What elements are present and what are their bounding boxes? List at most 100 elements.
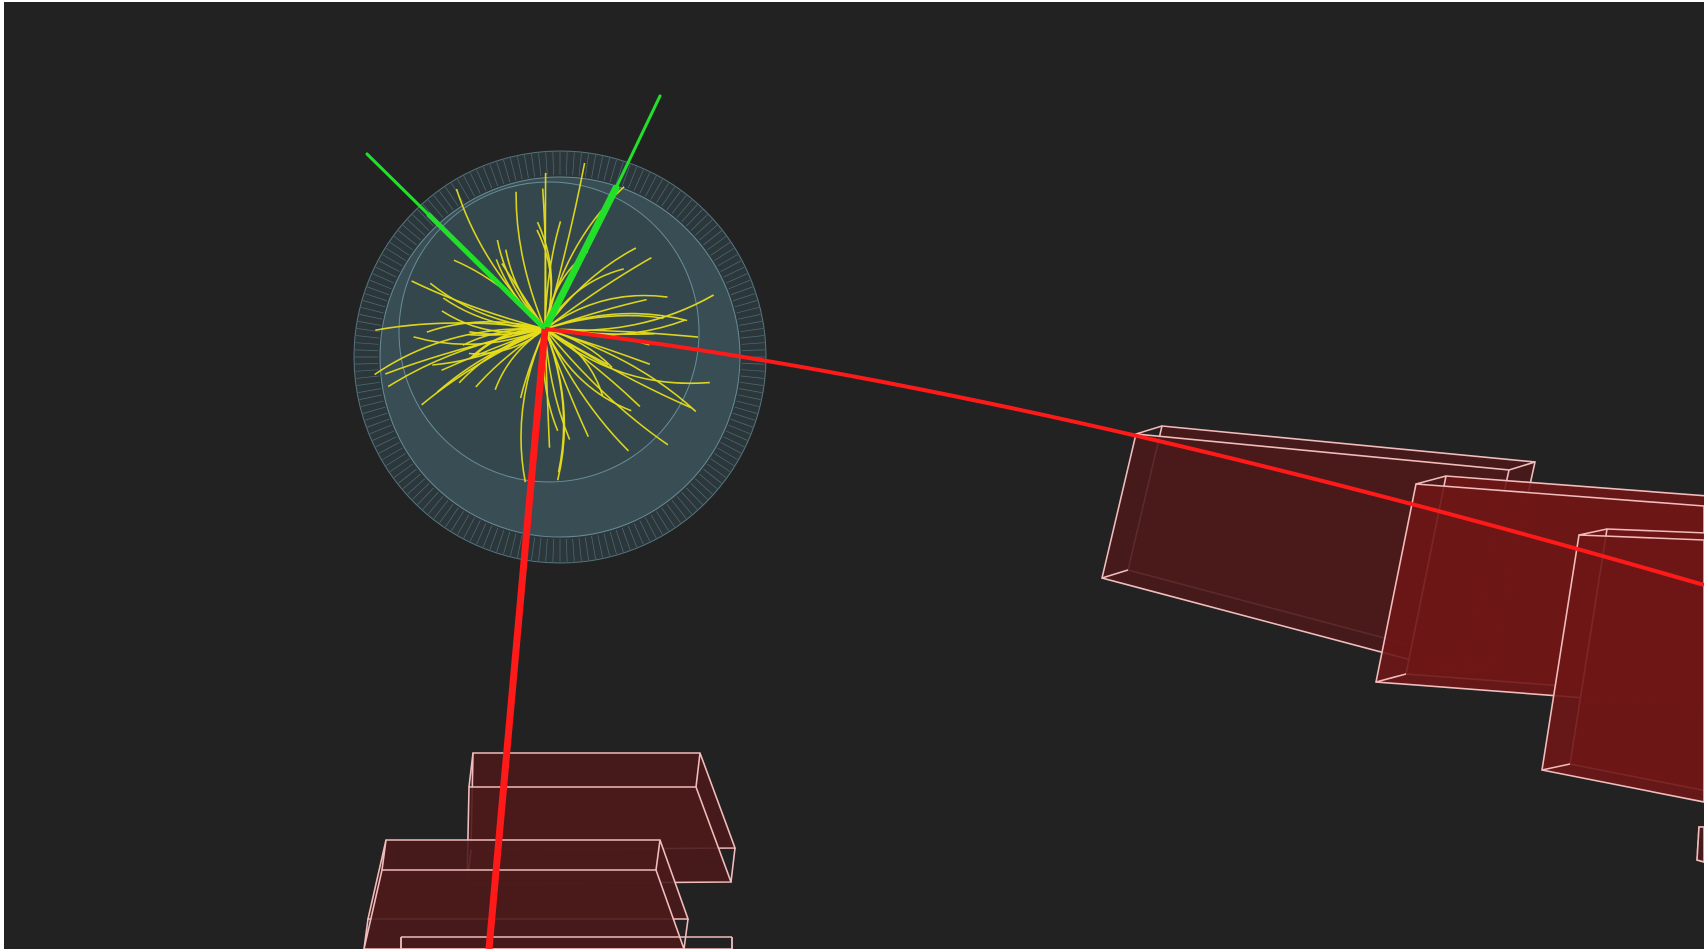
barrel-cell: [362, 406, 386, 414]
barrel-cell: [603, 533, 610, 556]
barrel-cell: [707, 463, 727, 478]
barrel-cell: [385, 453, 406, 466]
barrel-cell: [398, 230, 417, 246]
muon-chambers: [363, 425, 1704, 949]
barrel-cell: [402, 473, 421, 490]
barrel-cell: [359, 394, 383, 400]
barrel-cell: [633, 523, 644, 545]
barrel-cell: [656, 182, 669, 203]
electron-track-2: [541, 94, 662, 333]
barrel-cell: [726, 273, 748, 284]
charged-track: [411, 280, 546, 330]
charged-track: [544, 328, 630, 452]
barrel-cell: [720, 260, 742, 272]
charged-track: [544, 312, 688, 330]
barrel-cell: [681, 492, 698, 510]
barrel-cell: [639, 172, 651, 194]
barrel-cell: [666, 190, 681, 210]
barrel-cell: [362, 300, 386, 308]
charged-track: [544, 328, 651, 366]
charged-track: [544, 172, 547, 330]
barrel-cell: [741, 342, 765, 345]
barrel-cell: [726, 430, 748, 441]
barrel-cell: [717, 254, 738, 267]
barrel-cell: [356, 375, 380, 379]
barrel-cell: [356, 381, 380, 386]
barrel-cell: [717, 447, 738, 460]
barrel-cell: [407, 219, 425, 236]
barrel-cell: [433, 500, 449, 519]
barrel-cell: [417, 487, 434, 505]
barrel-cell: [412, 214, 430, 231]
barrel-cell: [356, 335, 380, 339]
barrel-cell: [389, 458, 410, 472]
barrel-cell: [741, 363, 765, 365]
charged-track: [544, 162, 586, 330]
barrel-cell: [566, 152, 568, 176]
barrel-cell: [510, 158, 517, 181]
barrel-cell: [355, 349, 379, 351]
barrel-cell: [538, 537, 542, 561]
barrel-cell: [645, 175, 657, 197]
barrel-cell: [714, 453, 735, 466]
charged-track: [544, 294, 668, 330]
barrel-cell: [671, 500, 687, 519]
barrel-cell: [369, 424, 392, 435]
barrel-cell: [372, 273, 394, 284]
barrel-cell: [482, 166, 493, 189]
barrel-cell: [681, 204, 698, 222]
charged-track: [544, 257, 652, 330]
barrel-cell: [621, 164, 631, 187]
barrel-cell: [710, 458, 731, 472]
barrel-cell: [584, 537, 589, 561]
charged-track: [544, 328, 641, 408]
barrel-cell: [382, 254, 403, 267]
barrel-cell: [445, 507, 459, 528]
barrel-cell: [671, 195, 687, 214]
barrel-cell: [489, 164, 499, 187]
barrel-cell: [656, 511, 669, 532]
barrel-cell: [476, 523, 487, 545]
barrel-cell: [699, 224, 718, 241]
barrel-cell: [740, 381, 764, 386]
barrel-cell: [728, 424, 751, 435]
barrel-cell: [364, 293, 388, 302]
barrel-cell: [538, 153, 542, 177]
event-display-viewport[interactable]: [4, 2, 1704, 949]
barrel-cell: [734, 406, 758, 414]
barrel-cell: [393, 236, 413, 251]
barrel-cell: [627, 525, 638, 548]
barrel-cell: [496, 161, 505, 185]
barrel-cell: [676, 199, 693, 218]
barrel-cell: [489, 527, 499, 550]
barrel-cell: [367, 286, 390, 296]
barrel-cell: [730, 286, 753, 296]
barrel-cell: [355, 342, 379, 345]
barrel-cell: [402, 224, 421, 241]
barrel-cell: [517, 534, 523, 558]
barrel-cell: [710, 242, 731, 256]
barrel-cell: [378, 260, 400, 272]
charged-track: [441, 310, 546, 334]
barrel-cell: [690, 214, 708, 231]
barrel-cell: [633, 169, 644, 191]
barrel-cell: [503, 531, 511, 555]
barrel-cell: [739, 321, 762, 326]
barrel-cell: [482, 525, 493, 548]
barrel-cell: [609, 531, 617, 555]
barrel-cell: [457, 514, 470, 535]
barrel-cell: [566, 538, 568, 562]
barrel-cell: [734, 300, 758, 308]
event-display-canvas[interactable]: [4, 2, 1704, 949]
barrel-cell: [463, 175, 475, 197]
barrel-cell: [367, 418, 390, 428]
barrel-cell: [740, 328, 764, 333]
barrel-cell: [545, 152, 548, 176]
barrel-cell: [723, 266, 745, 278]
barrel-cell: [427, 199, 444, 218]
barrel-cell: [732, 412, 756, 421]
muon-chamber: [1696, 826, 1704, 863]
barrel-cell: [666, 504, 681, 524]
barrel-cell: [372, 430, 394, 441]
barrel-cell: [695, 219, 713, 236]
